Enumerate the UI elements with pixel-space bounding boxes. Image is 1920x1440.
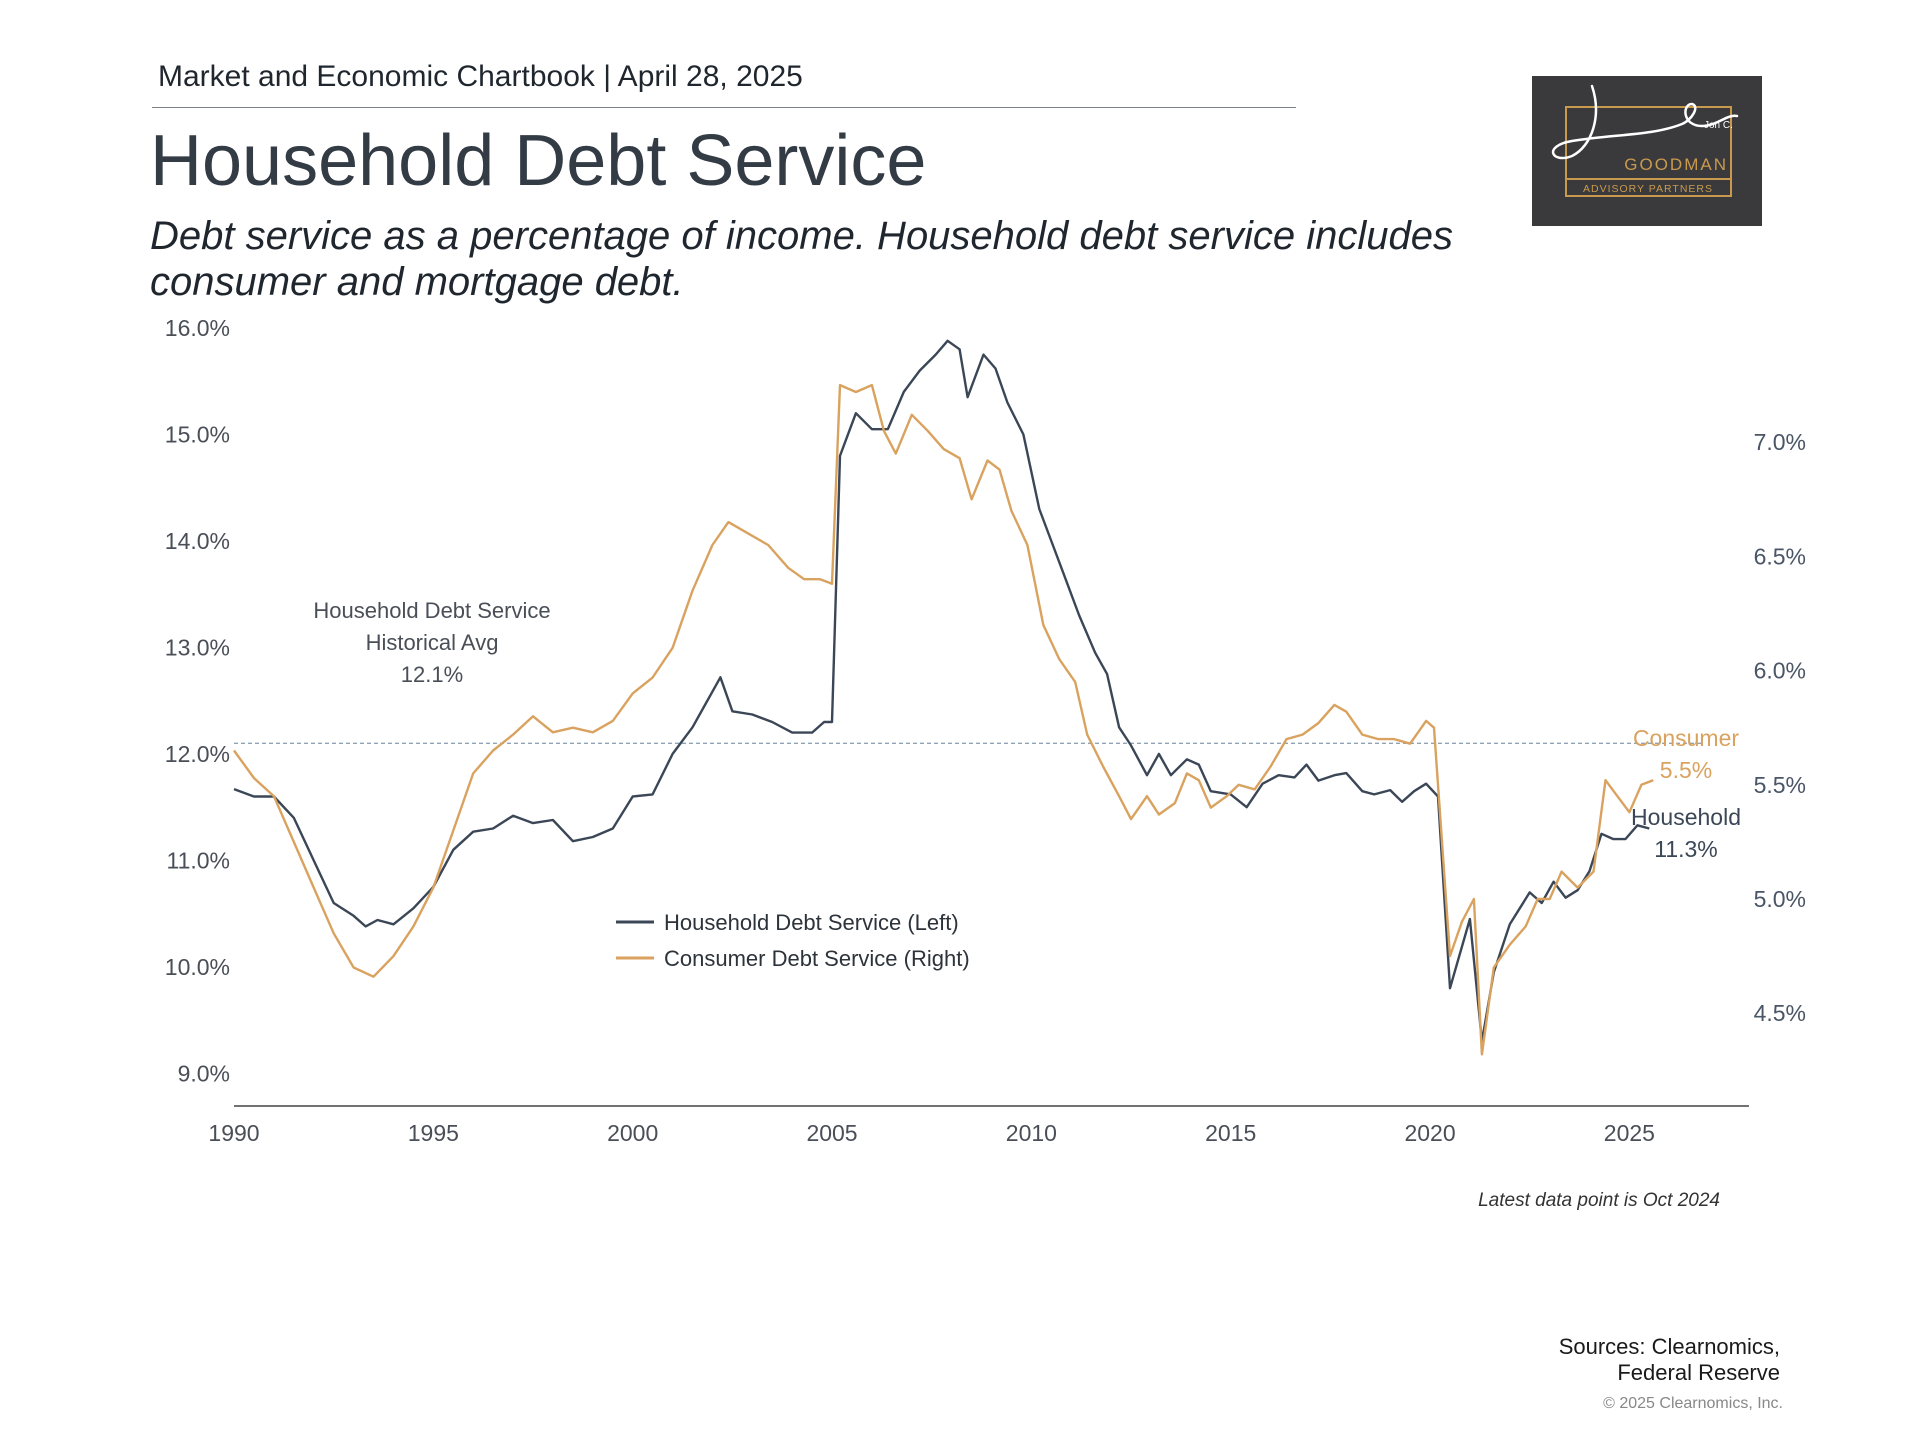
historical-average-label: Historical Avg [366,630,499,655]
x-tick-label: 2010 [1006,1120,1057,1146]
x-axis: 1990 1995 2000 2005 2010 2015 2020 2025 [208,1105,1749,1146]
right-tick-label: 4.5% [1754,1000,1806,1026]
x-tick-label: 2025 [1604,1120,1655,1146]
latest-data-note: Latest data point is Oct 2024 [1478,1190,1720,1211]
legend-entry: Household Debt Service (Left) [664,910,959,935]
logo-signature: Jon C. [1704,120,1733,131]
historical-average-line: Household Debt Service Historical Avg 12.1… [234,598,1702,744]
sources: Sources: Clearnomics, Federal Reserve [1400,1334,1780,1386]
household-debt-series-line [233,339,1650,1043]
page-subtitle: Debt service as a percentage of income. … [150,213,1470,305]
left-tick-label: 14.0% [165,528,230,554]
x-tick-label: 1995 [408,1120,459,1146]
debt-service-chart: 9.0%10.0%11.0%12.0%13.0%14.0%15.0%16.0% … [165,315,1806,1146]
historical-average-label: 12.1% [401,662,463,687]
left-tick-label: 9.0% [178,1060,230,1086]
logo-name: GOODMAN [1624,155,1728,174]
sources-line-1: Sources: Clearnomics, [1558,1334,1780,1359]
right-tick-label: 6.5% [1754,543,1806,569]
header-divider [152,107,1296,108]
left-tick-label: 15.0% [165,421,230,447]
historical-average-label: Household Debt Service [313,598,550,623]
right-tick-label: 7.0% [1754,429,1806,455]
chartbook-header: Market and Economic Chartbook | April 28… [158,60,803,93]
chart-legend: Household Debt Service (Left) Consumer De… [616,910,970,971]
x-tick-label: 2015 [1205,1120,1256,1146]
consumer-debt-series-line [233,383,1654,1056]
series-layer [233,339,1654,1056]
series-end-labels: Household 11.3% Consumer 5.5% [1631,725,1741,862]
household-end-label: Household [1631,804,1741,830]
sources-line-2: Federal Reserve [1617,1360,1780,1385]
left-tick-label: 11.0% [166,847,230,873]
right-tick-label: 5.5% [1754,772,1806,798]
right-tick-label: 5.0% [1754,886,1806,912]
logo-tagline: ADVISORY PARTNERS [1583,183,1713,195]
left-y-axis: 9.0% 10.0% 11.0% 12.0% 13.0% 14.0% 15.0% 16.0% [165,315,230,1086]
copyright: © 2025 Clearnomics, Inc. [1603,1395,1783,1412]
left-tick-label: 13.0% [165,634,230,660]
x-tick-label: 2020 [1404,1120,1455,1146]
household-end-value: 11.3% [1654,836,1718,862]
left-tick-label: 10.0% [165,954,230,980]
right-y-axis: 4.5% 5.0% 5.5% 6.0% 6.5% 7.0% [1754,429,1806,1026]
page-title: Household Debt Service [150,121,927,201]
x-tick-label: 1990 [208,1120,259,1146]
company-logo: Jon C. GOODMAN ADVISORY PARTNERS [1532,76,1762,226]
left-tick-label: 12.0% [165,741,230,767]
x-tick-label: 2005 [806,1120,857,1146]
right-tick-label: 6.0% [1754,658,1806,684]
consumer-end-label: Consumer [1633,725,1739,751]
consumer-end-value: 5.5% [1660,757,1712,783]
legend-entry: Consumer Debt Service (Right) [664,946,970,971]
x-tick-label: 2000 [607,1120,658,1146]
subtitle-line-1: Debt service as a percentage of income. … [150,214,1453,258]
left-tick-label: 16.0% [165,315,230,341]
subtitle-line-2: consumer and mortgage debt. [150,260,684,304]
